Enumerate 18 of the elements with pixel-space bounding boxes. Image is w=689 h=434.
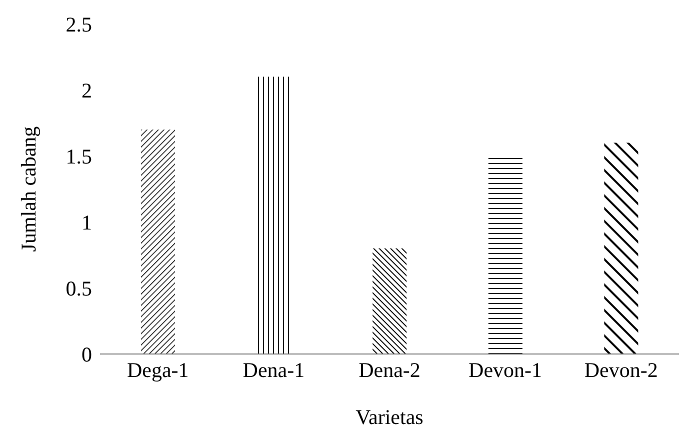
x-tick-label: Dena-1	[242, 358, 305, 382]
y-tick-label: 1.5	[66, 144, 92, 168]
bar	[141, 130, 175, 354]
y-tick-label: 0.5	[66, 276, 92, 300]
x-tick-label: Devon-1	[468, 358, 542, 382]
y-tick-label: 0	[82, 342, 92, 366]
y-axis-title: Jumlah cabang	[16, 126, 40, 252]
x-tick-label: Devon-2	[584, 358, 658, 382]
y-tick-label: 2.5	[66, 12, 92, 36]
bar	[604, 142, 638, 354]
bar	[256, 76, 291, 354]
bar	[488, 156, 522, 354]
y-tick-label: 2	[82, 78, 92, 102]
x-tick-label: Dega-1	[126, 358, 189, 382]
x-axis-title: Varietas	[356, 405, 424, 429]
x-tick-label: Dena-2	[358, 358, 420, 382]
bar	[372, 248, 407, 354]
y-tick-label: 1	[82, 210, 92, 234]
